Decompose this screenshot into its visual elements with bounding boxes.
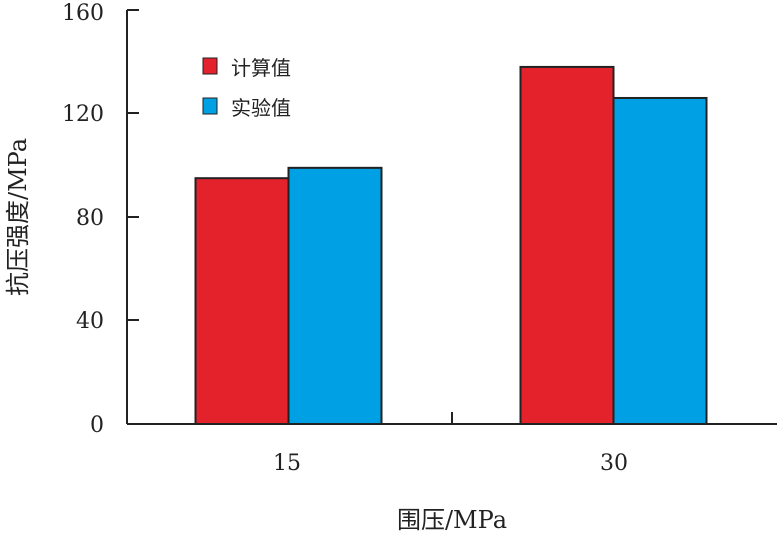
y-tick-label-160: 160 bbox=[62, 1, 104, 26]
legend-label-experimental: 实验值 bbox=[231, 96, 291, 120]
y-tick-0: 0 bbox=[90, 413, 139, 438]
y-tick-80: 80 bbox=[76, 206, 139, 231]
y-tick-120: 120 bbox=[62, 102, 139, 127]
x-tick-label-30: 30 bbox=[600, 451, 628, 476]
y-tick-label-120: 120 bbox=[62, 102, 104, 127]
bar-experimental-15 bbox=[287, 166, 383, 425]
y-axis-title: 抗压强度/MPa bbox=[4, 138, 32, 296]
bar-calculated-30 bbox=[519, 65, 615, 426]
y-tick-160: 160 bbox=[62, 1, 139, 26]
bars-group bbox=[194, 65, 708, 426]
bar-experimental-30 bbox=[612, 96, 708, 425]
bar-calculated-15 bbox=[194, 177, 290, 425]
legend-label-calculated: 计算值 bbox=[231, 56, 291, 80]
y-tick-label-40: 40 bbox=[76, 309, 104, 334]
y-tick-label-0: 0 bbox=[90, 413, 104, 438]
legend-swatch-experimental bbox=[202, 97, 218, 115]
y-tick-40: 40 bbox=[76, 309, 139, 334]
x-tick-label-15: 15 bbox=[273, 451, 301, 476]
legend: 计算值 实验值 bbox=[202, 56, 291, 120]
legend-swatch-calculated bbox=[202, 57, 218, 75]
y-tick-label-80: 80 bbox=[76, 206, 104, 231]
x-axis-title: 围压/MPa bbox=[397, 506, 507, 534]
